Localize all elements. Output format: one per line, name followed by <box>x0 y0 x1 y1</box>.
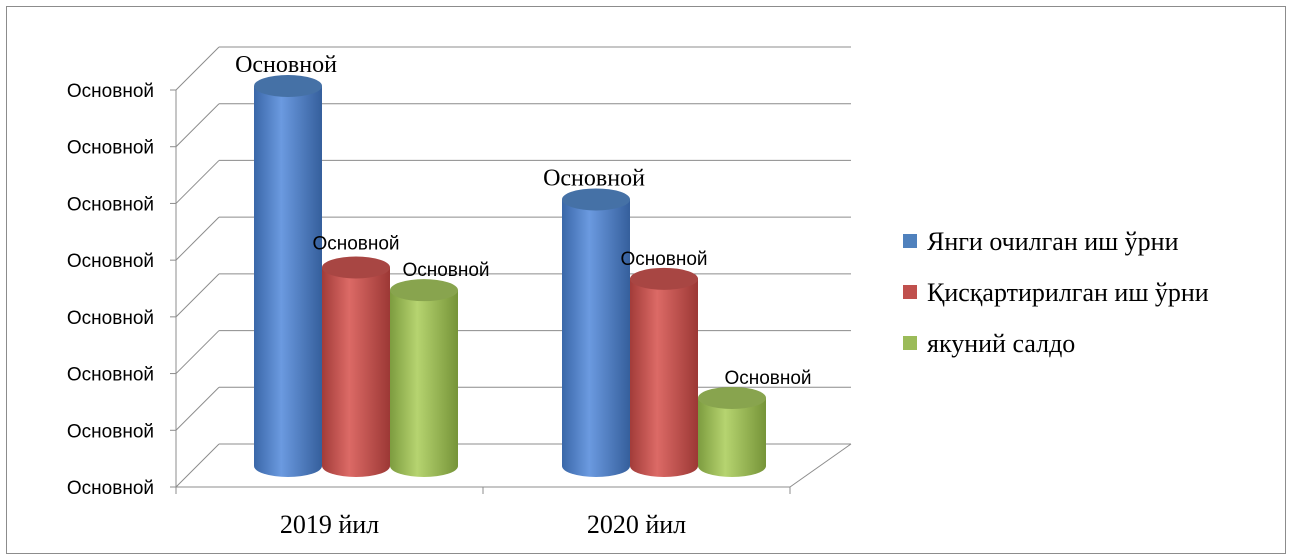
bar-body <box>254 86 322 477</box>
gridline-diagonal <box>175 273 220 318</box>
gridline-diagonal <box>175 216 220 261</box>
data-label: Основной <box>620 249 707 270</box>
bar <box>698 386 766 477</box>
bar-top-shade <box>254 75 322 98</box>
bar <box>254 75 322 477</box>
y-tick-label: Основной <box>67 365 154 386</box>
data-label: Основной <box>724 368 811 389</box>
gridline-diagonal <box>175 160 220 204</box>
legend-label: якуний салдо <box>927 329 1075 358</box>
floor-edge <box>789 443 852 488</box>
bars <box>254 75 766 477</box>
data-label: Основной <box>312 234 399 255</box>
bar-body <box>390 290 458 477</box>
gridline-diagonal <box>175 46 220 91</box>
bar-top <box>254 75 322 98</box>
legend-label: Қисқартирилган иш ўрни <box>927 278 1209 307</box>
bar-top <box>698 386 766 409</box>
bar <box>322 256 390 477</box>
gridline-diagonal <box>175 443 220 488</box>
bar-top-shade <box>390 279 458 302</box>
bar-top-shade <box>630 267 698 290</box>
gridline-diagonal <box>175 386 220 431</box>
labels: ОсновнойОсновнойОсновнойОсновнойОсновной… <box>235 52 811 389</box>
y-tick-label: Основной <box>67 138 154 159</box>
y-tick-label: Основной <box>67 251 154 272</box>
gridline-diagonal <box>175 103 220 148</box>
legend-label: Янги очилган иш ўрни <box>927 227 1179 256</box>
y-tick-label: Основной <box>67 81 154 102</box>
bar-top <box>630 267 698 290</box>
axes: ОсновнойОсновнойОсновнойОсновнойОсновной… <box>67 81 791 539</box>
bar-body <box>322 267 390 477</box>
legend: Янги очилган иш ўрни Қисқартирилган иш ўр… <box>903 227 1209 358</box>
legend-swatch <box>903 336 917 350</box>
data-label: Основной <box>402 260 489 281</box>
x-tick-label: 2020 йил <box>587 510 686 539</box>
bar-top <box>322 256 390 279</box>
bar-top-shade <box>322 256 390 279</box>
bar-body <box>562 199 630 477</box>
y-tick-label: Основной <box>67 478 154 499</box>
bar <box>562 188 630 477</box>
bar-top <box>562 188 630 211</box>
legend-swatch <box>903 234 917 248</box>
x-tick-label: 2019 йил <box>280 510 379 539</box>
data-label: Основной <box>235 52 337 78</box>
bar-body <box>698 397 766 477</box>
bar-top <box>390 279 458 302</box>
y-tick-label: Основной <box>67 308 154 329</box>
gridline-diagonal <box>175 330 220 374</box>
y-tick-label: Основной <box>67 421 154 442</box>
bar-body <box>630 278 698 477</box>
y-tick-label: Основной <box>67 194 154 215</box>
bar-top-shade <box>698 386 766 409</box>
bar-top-shade <box>562 188 630 211</box>
data-label: Основной <box>543 165 645 191</box>
bar <box>630 267 698 477</box>
legend-swatch <box>903 285 917 299</box>
bar <box>390 279 458 477</box>
